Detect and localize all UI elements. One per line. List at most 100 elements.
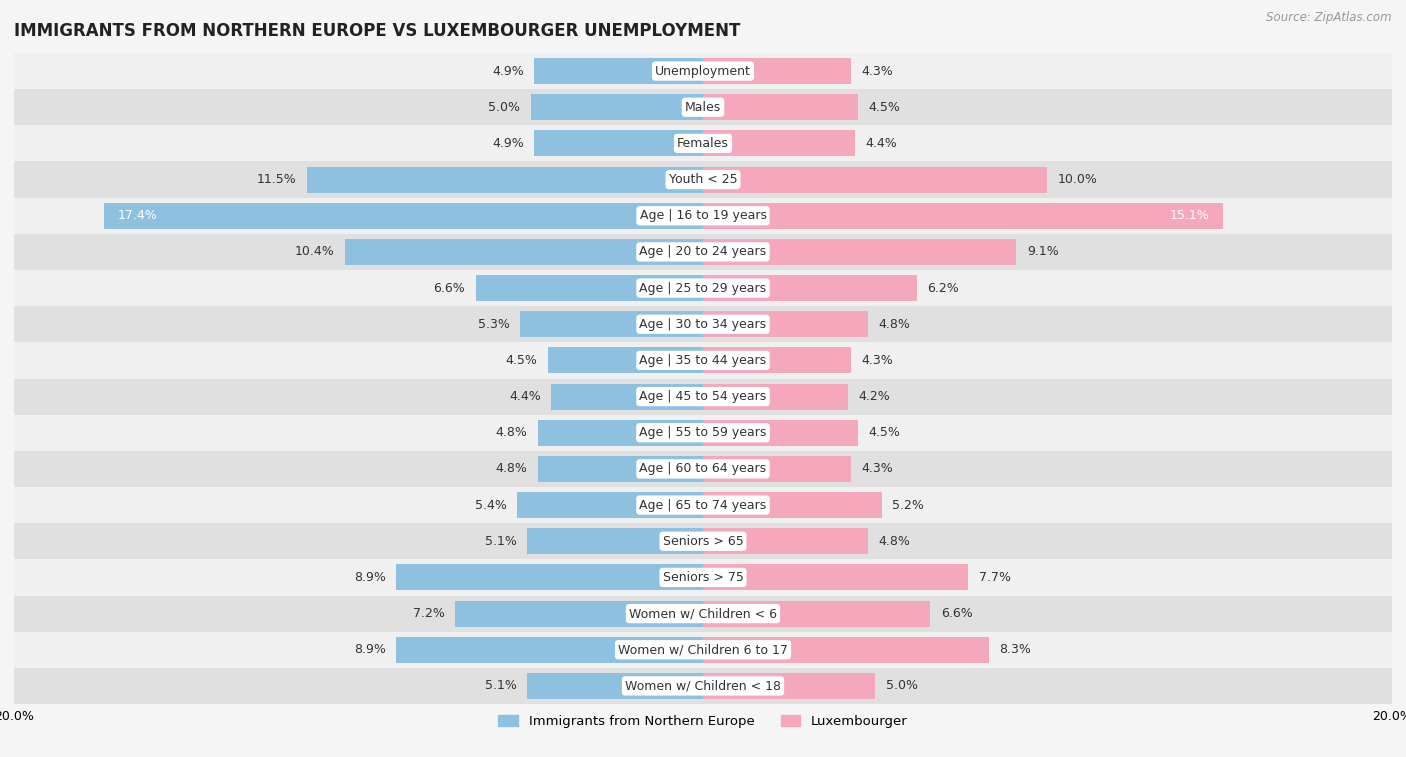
Text: 10.4%: 10.4%	[295, 245, 335, 258]
Legend: Immigrants from Northern Europe, Luxembourger: Immigrants from Northern Europe, Luxembo…	[494, 709, 912, 734]
Bar	[14, 161, 1392, 198]
Bar	[14, 53, 1392, 89]
Bar	[517, 492, 703, 518]
Bar	[14, 668, 1392, 704]
Text: Women w/ Children < 18: Women w/ Children < 18	[626, 680, 780, 693]
Text: IMMIGRANTS FROM NORTHERN EUROPE VS LUXEMBOURGER UNEMPLOYMENT: IMMIGRANTS FROM NORTHERN EUROPE VS LUXEM…	[14, 22, 741, 40]
Text: Women w/ Children < 6: Women w/ Children < 6	[628, 607, 778, 620]
Text: 4.3%: 4.3%	[862, 354, 893, 367]
Text: 15.1%: 15.1%	[1170, 209, 1209, 223]
Bar	[703, 637, 988, 663]
Bar	[703, 673, 875, 699]
Bar	[14, 415, 1392, 451]
Bar	[703, 203, 1223, 229]
Text: 8.9%: 8.9%	[354, 643, 387, 656]
Bar	[104, 203, 703, 229]
Bar	[14, 596, 1392, 631]
Text: 4.8%: 4.8%	[879, 318, 911, 331]
Text: Age | 35 to 44 years: Age | 35 to 44 years	[640, 354, 766, 367]
Bar	[703, 456, 851, 482]
Text: 5.0%: 5.0%	[488, 101, 520, 114]
Text: 4.4%: 4.4%	[509, 390, 541, 403]
Text: 6.2%: 6.2%	[927, 282, 959, 294]
Text: Seniors > 75: Seniors > 75	[662, 571, 744, 584]
Bar	[14, 631, 1392, 668]
Bar	[703, 239, 1017, 265]
Bar	[703, 565, 969, 590]
Bar	[703, 58, 851, 84]
Text: 8.9%: 8.9%	[354, 571, 387, 584]
Text: 4.9%: 4.9%	[492, 64, 524, 77]
Text: 4.5%: 4.5%	[869, 101, 900, 114]
Bar	[14, 451, 1392, 487]
Text: 6.6%: 6.6%	[941, 607, 973, 620]
Bar	[534, 130, 703, 157]
Bar	[703, 311, 869, 338]
Text: 4.2%: 4.2%	[858, 390, 890, 403]
Bar	[14, 89, 1392, 126]
Bar	[703, 130, 855, 157]
Bar	[14, 126, 1392, 161]
Bar	[527, 673, 703, 699]
Bar	[703, 492, 882, 518]
Text: 7.7%: 7.7%	[979, 571, 1011, 584]
Bar	[551, 384, 703, 410]
Text: 4.9%: 4.9%	[492, 137, 524, 150]
Text: 4.3%: 4.3%	[862, 64, 893, 77]
Bar	[14, 234, 1392, 270]
Text: Males: Males	[685, 101, 721, 114]
Bar	[396, 565, 703, 590]
Text: 4.3%: 4.3%	[862, 463, 893, 475]
Bar	[14, 198, 1392, 234]
Bar	[307, 167, 703, 192]
Bar	[14, 270, 1392, 306]
Text: 5.1%: 5.1%	[485, 534, 517, 548]
Bar	[703, 528, 869, 554]
Text: Age | 16 to 19 years: Age | 16 to 19 years	[640, 209, 766, 223]
Text: 10.0%: 10.0%	[1057, 173, 1098, 186]
Text: 6.6%: 6.6%	[433, 282, 465, 294]
Bar	[703, 94, 858, 120]
Text: 4.4%: 4.4%	[865, 137, 897, 150]
Bar	[531, 94, 703, 120]
Bar	[703, 600, 931, 627]
Bar	[456, 600, 703, 627]
Text: 7.2%: 7.2%	[413, 607, 444, 620]
Bar	[14, 378, 1392, 415]
Text: 4.8%: 4.8%	[495, 426, 527, 439]
Bar	[703, 419, 858, 446]
Text: 9.1%: 9.1%	[1026, 245, 1059, 258]
Text: Seniors > 65: Seniors > 65	[662, 534, 744, 548]
Text: Youth < 25: Youth < 25	[669, 173, 737, 186]
Text: 5.4%: 5.4%	[475, 499, 506, 512]
Text: 5.0%: 5.0%	[886, 680, 918, 693]
Text: 11.5%: 11.5%	[257, 173, 297, 186]
Bar	[14, 523, 1392, 559]
Text: Age | 55 to 59 years: Age | 55 to 59 years	[640, 426, 766, 439]
Text: Females: Females	[678, 137, 728, 150]
Bar	[703, 347, 851, 373]
Bar	[703, 275, 917, 301]
Text: Age | 45 to 54 years: Age | 45 to 54 years	[640, 390, 766, 403]
Text: 17.4%: 17.4%	[117, 209, 157, 223]
Text: Age | 30 to 34 years: Age | 30 to 34 years	[640, 318, 766, 331]
Bar	[14, 306, 1392, 342]
Bar	[534, 58, 703, 84]
Bar	[548, 347, 703, 373]
Bar	[344, 239, 703, 265]
Bar	[703, 384, 848, 410]
Bar	[703, 167, 1047, 192]
Bar	[14, 559, 1392, 596]
Text: Source: ZipAtlas.com: Source: ZipAtlas.com	[1267, 11, 1392, 24]
Text: 5.1%: 5.1%	[485, 680, 517, 693]
Text: Age | 65 to 74 years: Age | 65 to 74 years	[640, 499, 766, 512]
Text: 8.3%: 8.3%	[1000, 643, 1031, 656]
Text: 4.5%: 4.5%	[869, 426, 900, 439]
Text: 4.8%: 4.8%	[495, 463, 527, 475]
Text: 5.3%: 5.3%	[478, 318, 510, 331]
Bar	[396, 637, 703, 663]
Bar	[537, 419, 703, 446]
Bar	[520, 311, 703, 338]
Bar	[537, 456, 703, 482]
Text: 4.8%: 4.8%	[879, 534, 911, 548]
